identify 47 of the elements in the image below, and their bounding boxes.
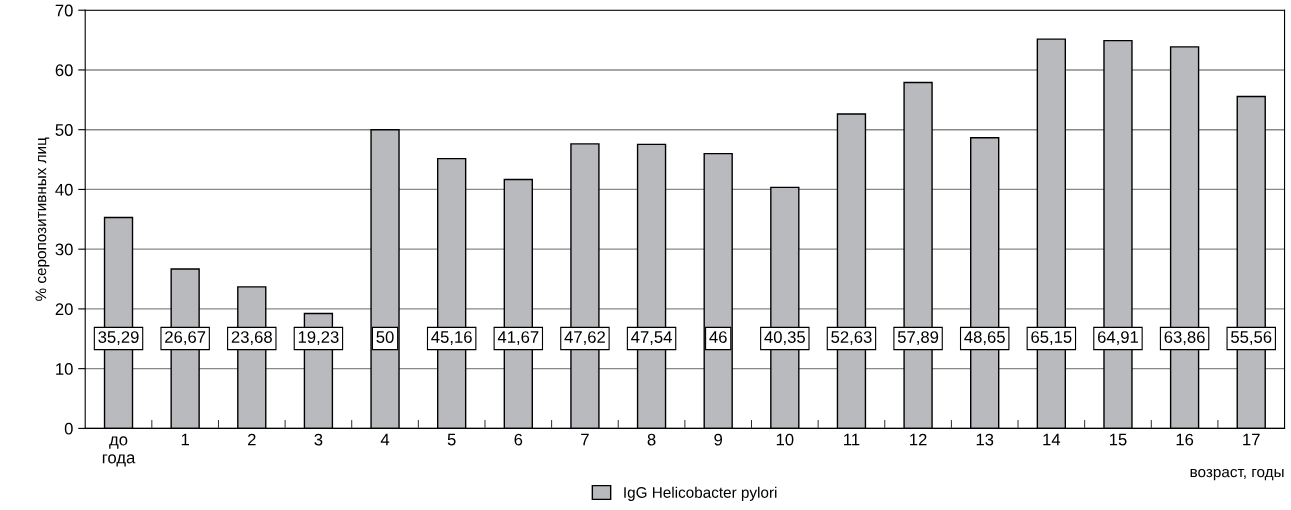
x-tick-label: 16 bbox=[1176, 433, 1194, 446]
y-tick-label: 70 bbox=[55, 4, 73, 17]
data-label: 65,15 bbox=[1031, 331, 1072, 345]
x-tick-label: 3 bbox=[314, 433, 323, 446]
x-tick-label: до года bbox=[102, 436, 136, 467]
data-label: 19,23 bbox=[298, 331, 339, 345]
data-label: 35,29 bbox=[98, 331, 139, 345]
data-label: 45,16 bbox=[431, 331, 472, 345]
x-tick-label: 15 bbox=[1109, 433, 1127, 446]
x-tick-label: 6 bbox=[514, 433, 523, 446]
y-tick-label: 10 bbox=[56, 363, 73, 375]
x-tick-label: 2 bbox=[247, 433, 256, 446]
data-label: 40,35 bbox=[764, 331, 805, 345]
y-axis-title: % серопозитивных лиц bbox=[35, 137, 50, 301]
x-tick-label: 1 bbox=[181, 433, 189, 446]
data-label: 48,65 bbox=[964, 331, 1005, 345]
y-tick-label: 60 bbox=[55, 64, 73, 77]
x-axis-title: возраст, годы bbox=[1190, 468, 1284, 481]
y-tick-label: 50 bbox=[55, 124, 73, 136]
x-tick-label: 7 bbox=[581, 433, 589, 446]
x-tick-label: 8 bbox=[647, 433, 656, 446]
data-label: 41,67 bbox=[497, 331, 539, 345]
legend-label: IgG Helicobacter pylori bbox=[624, 486, 777, 501]
y-tick-label: 20 bbox=[55, 303, 73, 316]
data-label: 50 bbox=[376, 331, 394, 343]
x-tick-label: 9 bbox=[714, 433, 723, 446]
y-tick-label: 30 bbox=[55, 243, 73, 256]
data-label: 46 bbox=[709, 331, 727, 343]
data-label: 52,63 bbox=[831, 331, 872, 345]
data-label: 57,89 bbox=[897, 331, 939, 345]
x-tick-label: 12 bbox=[910, 433, 927, 446]
x-tick-label: 10 bbox=[776, 433, 794, 446]
data-label: 26,67 bbox=[165, 331, 206, 345]
data-label: 63,86 bbox=[1164, 331, 1205, 345]
data-label: 55,56 bbox=[1231, 331, 1272, 345]
x-tick-label: 13 bbox=[976, 433, 994, 446]
data-label: 47,62 bbox=[564, 331, 605, 345]
x-tick-label: 14 bbox=[1043, 433, 1061, 446]
data-label: 47,54 bbox=[631, 331, 672, 345]
data-label: 23,68 bbox=[231, 331, 272, 345]
x-tick-label: 4 bbox=[380, 433, 390, 446]
y-tick-label: 40 bbox=[55, 183, 73, 196]
x-tick-label: 5 bbox=[447, 433, 456, 446]
y-tick-label: 0 bbox=[64, 422, 73, 435]
data-label: 64,91 bbox=[1097, 331, 1139, 345]
x-tick-label: 17 bbox=[1243, 433, 1260, 446]
x-tick-label: 11 bbox=[844, 433, 860, 446]
